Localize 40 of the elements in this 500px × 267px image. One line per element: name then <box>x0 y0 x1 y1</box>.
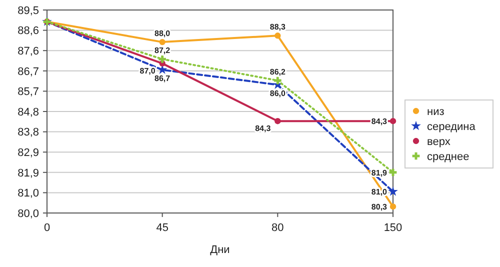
legend-label: верх <box>427 136 451 148</box>
data-label: 80,3 <box>371 202 388 212</box>
x-tick-label: 80 <box>272 222 284 234</box>
legend-label: середина <box>427 120 476 133</box>
y-tick-label: 85,7 <box>18 86 39 98</box>
y-tick-label: 81,0 <box>18 188 39 200</box>
y-tick-label: 86,7 <box>18 66 39 78</box>
x-tick-label: 150 <box>384 222 402 234</box>
data-label: 88,0 <box>154 29 171 38</box>
y-tick-label: 83,8 <box>18 126 39 139</box>
point <box>388 186 398 196</box>
point <box>158 55 166 63</box>
point <box>274 32 281 39</box>
x-tick-label: 0 <box>44 222 50 234</box>
point <box>159 38 166 46</box>
y-tick-label: 82,9 <box>18 146 39 159</box>
y-tick-label: 84,8 <box>18 106 39 118</box>
data-label: 88,3 <box>270 22 286 32</box>
point <box>390 118 396 124</box>
point <box>390 204 396 210</box>
point <box>274 118 281 124</box>
y-tick-label: 87,6 <box>18 45 39 58</box>
data-label: 86,7 <box>154 74 171 83</box>
y-tick-label: 89,5 <box>18 4 39 17</box>
data-label: 87,0 <box>140 66 156 76</box>
point <box>274 76 282 84</box>
legend-label: низ <box>427 106 444 118</box>
x-axis-title: Дни <box>210 244 230 256</box>
y-tick-label: 88,6 <box>18 25 39 38</box>
data-label: 86,0 <box>270 88 286 98</box>
legend-label: среднее <box>427 150 470 163</box>
data-label: 86,2 <box>270 68 286 77</box>
point <box>389 168 397 176</box>
x-tick-label: 45 <box>156 222 168 234</box>
data-label: 87,2 <box>154 46 171 56</box>
point <box>157 64 168 74</box>
data-label: 84,3 <box>255 124 272 134</box>
y-tick-label: 80,0 <box>18 208 39 220</box>
y-tick-label: 81,9 <box>18 167 39 180</box>
data-label: 84,3 <box>371 117 388 126</box>
